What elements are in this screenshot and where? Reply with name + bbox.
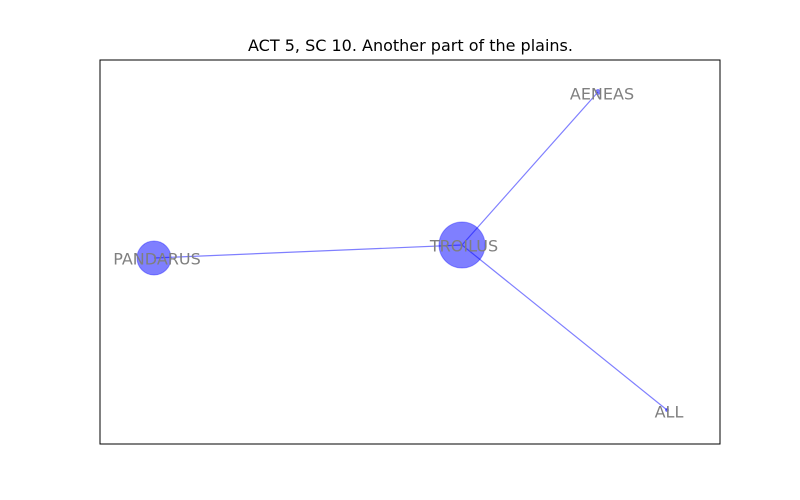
node-label-pandarus: PANDARUS xyxy=(113,250,201,269)
node-aeneas xyxy=(595,89,601,95)
edge-troilus-aeneas xyxy=(461,91,599,246)
node-label-aeneas: AENEAS xyxy=(570,85,634,104)
edge-troilus-all xyxy=(461,244,668,411)
edge-troilus-pandarus xyxy=(153,244,463,259)
node-label-troilus: TROILUS xyxy=(429,237,498,256)
node-label-all: ALL xyxy=(655,403,684,422)
plot-frame xyxy=(99,59,721,445)
node-pandarus xyxy=(136,240,172,276)
node-all xyxy=(665,408,669,412)
labels-layer: TROILUS PANDARUS AENEAS ALL xyxy=(113,85,683,422)
nodes-layer xyxy=(136,89,669,412)
edges-layer xyxy=(153,91,668,411)
node-troilus xyxy=(438,221,486,269)
chart-title: ACT 5, SC 10. Another part of the plains… xyxy=(248,36,573,55)
